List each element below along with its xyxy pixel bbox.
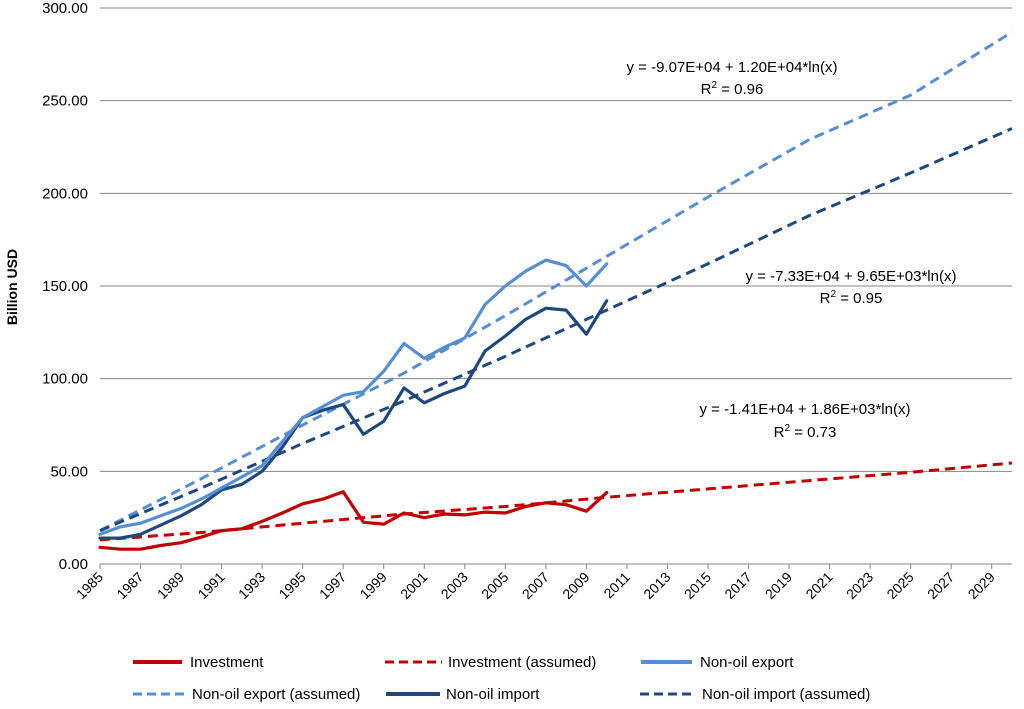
legend-label-nonoil-import: Non-oil import [446,686,540,703]
x-tick-label: 2019 [762,569,795,602]
x-tick-label: 1987 [113,569,146,602]
x-tick-label: 2021 [802,569,835,602]
x-tick-label: 2015 [681,569,714,602]
x-tick-label: 2005 [478,569,511,602]
series-lines [98,30,1013,551]
legend: Investment Investment (assumed) Non-oil … [133,654,870,703]
x-tick-label: 2011 [600,569,633,602]
x-tick-label: 2009 [559,569,592,602]
legend-item-investment: Investment [133,654,264,671]
y-tick-label: 100.00 [42,371,88,388]
investment-trend-equation: y = -1.41E+04 + 1.86E+03*ln(x) [700,401,911,418]
import-trend-equation: y = -7.33E+04 + 9.65E+03*ln(x) [746,268,957,285]
x-tick-label: 1991 [194,569,227,602]
series-line-non-oil-export-assumed [99,30,1013,532]
y-axis-ticks: 0.00 50.00 100.00 150.00 200.00 250.00 300.00 [42,0,88,573]
legend-label-investment: Investment [190,654,264,671]
x-tick-label: 2017 [721,569,754,602]
y-tick-label: 250.00 [42,93,88,110]
export-trend-r2: R2 = 0.96 [701,80,764,98]
legend-item-investment-assumed: Investment (assumed) [385,654,596,671]
series-line-non-oil-import [98,299,609,540]
series-line-non-oil-export [98,258,609,536]
y-tick-label: 150.00 [42,278,88,295]
x-tick-label: 2029 [965,569,998,602]
y-tick-label: 200.00 [42,185,88,202]
y-tick-label: 300.00 [42,0,88,17]
y-tick-label: 50.00 [50,463,88,480]
import-trend-r2: R2 = 0.95 [820,289,883,307]
x-tick-label: 2003 [438,569,471,602]
x-tick-label: 1995 [275,569,308,602]
x-tick-label: 1985 [73,569,106,602]
x-tick-label: 2007 [519,569,552,602]
legend-label-nonoil-export-assumed: Non-oil export (assumed) [192,686,360,703]
x-tick-label: 1999 [357,569,390,602]
trend-equations: y = -9.07E+04 + 1.20E+04*ln(x) R2 = 0.96… [627,59,957,441]
series-line-investment [98,490,609,551]
investment-trend-r2: R2 = 0.73 [774,423,837,441]
legend-label-nonoil-import-assumed: Non-oil import (assumed) [702,686,870,703]
x-tick-label: 1997 [316,569,349,602]
x-tick-label: 2001 [397,569,430,602]
x-tick-label: 1989 [154,569,187,602]
legend-item-nonoil-export: Non-oil export [641,654,794,671]
legend-label-nonoil-export: Non-oil export [700,654,794,671]
x-tick-label: 1993 [235,569,268,602]
x-tick-label: 2027 [924,569,957,602]
y-axis-title: Billion USD [4,249,20,325]
x-axis-ticks: 1985 1987 1989 1991 1993 1995 1997 1999 2001 2003… [73,564,998,602]
x-tick-label: 2025 [883,569,916,602]
legend-label-investment-assumed: Investment (assumed) [448,654,596,671]
x-tick-label: 2013 [640,569,673,602]
series-line-investment-assumed [99,461,1013,542]
legend-item-nonoil-import: Non-oil import [386,686,540,703]
export-trend-equation: y = -9.07E+04 + 1.20E+04*ln(x) [627,59,838,76]
series-line-non-oil-import-assumed [99,127,1013,532]
x-tick-label: 2023 [843,569,876,602]
legend-item-nonoil-import-assumed: Non-oil import (assumed) [640,686,870,703]
y-tick-label: 0.00 [59,556,88,573]
legend-item-nonoil-export-assumed: Non-oil export (assumed) [133,686,360,703]
